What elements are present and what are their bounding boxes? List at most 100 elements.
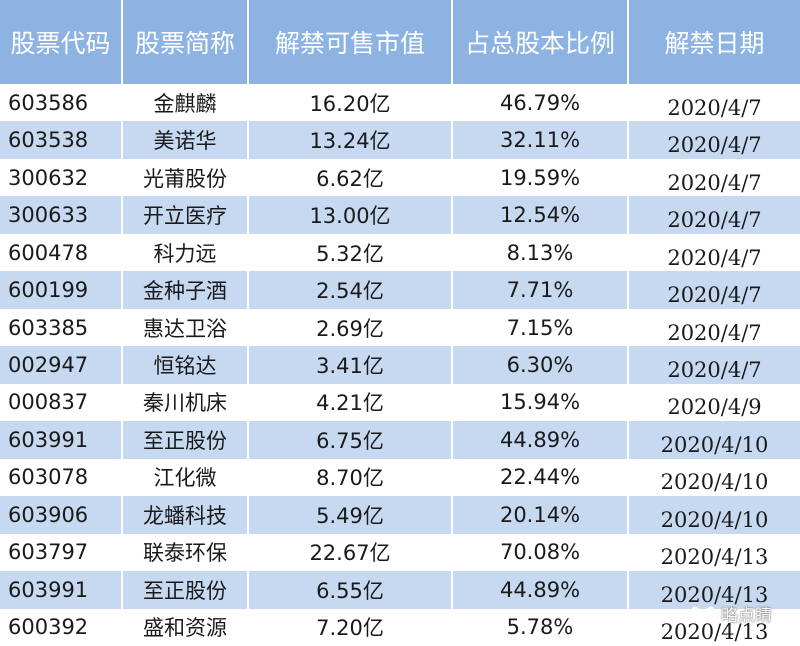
cell-share-ratio: 22.44% [452,458,629,497]
table-row: 600199 金种子酒 2.54亿 7.71% 2020/4/7 [0,271,800,309]
cell-unlock-value: 5.49亿 [248,496,453,534]
cell-unlock-date: 2020/4/7 [628,196,800,234]
cell-share-ratio: 7.71% [452,271,629,309]
table-row: 603586 金麒麟 16.20亿 46.79% 2020/4/7 [0,84,800,122]
date-text: 2020/4/7 [667,245,762,270]
cell-stock-code: 603906 [0,496,123,534]
date-text: 2020/4/7 [667,320,762,345]
date-text: 2020/4/7 [667,170,762,195]
table-row: 603991 至正股份 6.75亿 44.89% 2020/4/10 [0,421,800,459]
cell-unlock-value: 4.21亿 [248,383,453,422]
cell-stock-code: 300633 [0,196,123,234]
header-unlock-value: 解禁可售市值 [248,0,453,84]
header-unlock-date: 解禁日期 [628,0,800,84]
cell-stock-code: 603797 [0,533,123,572]
table-row: 603538 美诺华 13.24亿 32.11% 2020/4/7 [0,121,800,159]
cell-share-ratio: 12.54% [452,196,629,234]
cell-stock-name: 至正股份 [122,571,249,609]
date-text: 2020/4/10 [660,507,769,532]
cell-stock-code: 603538 [0,121,123,159]
cell-unlock-date: 2020/4/7 [628,84,800,122]
date-text: 2020/4/13 [660,545,769,570]
date-text: 2020/4/10 [660,432,769,457]
cell-stock-name: 科力远 [122,233,249,272]
cell-unlock-value: 6.55亿 [248,571,453,609]
cell-stock-code: 603991 [0,571,123,609]
cell-stock-code: 603385 [0,308,123,347]
cell-unlock-value: 13.24亿 [248,121,453,159]
cell-stock-name: 恒铭达 [122,346,249,384]
date-text: 2020/4/7 [667,358,762,383]
cell-unlock-value: 22.67亿 [248,533,453,572]
cell-stock-code: 603078 [0,458,123,497]
cell-unlock-value: 6.75亿 [248,421,453,459]
cell-unlock-value: 5.32亿 [248,233,453,272]
cell-unlock-value: 13.00亿 [248,196,453,234]
date-text: 2020/4/7 [667,95,762,120]
cell-unlock-value: 16.20亿 [248,84,453,122]
date-text: 2020/4/9 [667,395,762,420]
cell-stock-name: 美诺华 [122,121,249,159]
header-share-ratio: 占总股本比例 [452,0,629,84]
cell-stock-name: 光莆股份 [122,158,249,197]
cell-share-ratio: 32.11% [452,121,629,159]
table-row: 603385 惠达卫浴 2.69亿 7.15% 2020/4/7 [0,308,800,347]
cell-share-ratio: 44.89% [452,571,629,609]
date-text: 2020/4/7 [667,208,762,233]
cell-stock-name: 开立医疗 [122,196,249,234]
cell-unlock-value: 7.20亿 [248,608,453,646]
cell-stock-name: 秦川机床 [122,383,249,422]
cell-unlock-value: 6.62亿 [248,158,453,197]
cell-stock-code: 603586 [0,84,123,122]
cell-share-ratio: 44.89% [452,421,629,459]
cell-unlock-date: 2020/4/7 [628,346,800,384]
header-stock-code: 股票代码 [0,0,123,84]
table-row: 300633 开立医疗 13.00亿 12.54% 2020/4/7 [0,196,800,234]
table-row: 603078 江化微 8.70亿 22.44% 2020/4/10 [0,458,800,497]
cell-share-ratio: 8.13% [452,233,629,272]
cell-share-ratio: 15.94% [452,383,629,422]
table-row: 300632 光莆股份 6.62亿 19.59% 2020/4/7 [0,158,800,197]
cell-unlock-date: 2020/4/10 [628,496,800,534]
cell-stock-name: 盛和资源 [122,608,249,646]
date-text: 2020/4/7 [667,133,762,158]
cell-stock-code: 600478 [0,233,123,272]
watermark: 略点睛 [691,601,772,626]
cell-share-ratio: 7.15% [452,308,629,347]
cell-unlock-date: 2020/4/7 [628,158,800,197]
table-row: 002947 恒铭达 3.41亿 6.30% 2020/4/7 [0,346,800,384]
date-text: 2020/4/7 [667,283,762,308]
table-row: 603797 联泰环保 22.67亿 70.08% 2020/4/13 [0,533,800,572]
cell-unlock-value: 8.70亿 [248,458,453,497]
wechat-channel-icon [692,606,714,620]
table-row: 600478 科力远 5.32亿 8.13% 2020/4/7 [0,233,800,272]
cell-share-ratio: 46.79% [452,84,629,122]
cell-share-ratio: 5.78% [452,608,629,646]
table-header-row: 股票代码 股票简称 解禁可售市值 占总股本比例 解禁日期 [0,0,800,84]
cell-share-ratio: 20.14% [452,496,629,534]
cell-stock-name: 龙蟠科技 [122,496,249,534]
cell-stock-name: 至正股份 [122,421,249,459]
date-text: 2020/4/13 [660,620,769,645]
cell-unlock-date: 2020/4/7 [628,121,800,159]
cell-stock-name: 联泰环保 [122,533,249,572]
cell-stock-code: 300632 [0,158,123,197]
cell-stock-name: 江化微 [122,458,249,497]
header-stock-name: 股票简称 [122,0,249,84]
cell-share-ratio: 70.08% [452,533,629,572]
cell-stock-code: 000837 [0,383,123,422]
cell-unlock-value: 2.54亿 [248,271,453,309]
cell-unlock-date: 2020/4/7 [628,271,800,309]
table-row: 600392 盛和资源 7.20亿 5.78% 2020/4/13 [0,608,800,646]
cell-stock-code: 600392 [0,608,123,646]
table-row: 000837 秦川机床 4.21亿 15.94% 2020/4/9 [0,383,800,422]
table-row: 603991 至正股份 6.55亿 44.89% 2020/4/13 [0,571,800,609]
cell-unlock-date: 2020/4/13 [628,608,800,646]
table-row: 603906 龙蟠科技 5.49亿 20.14% 2020/4/10 [0,496,800,534]
cell-share-ratio: 6.30% [452,346,629,384]
cell-unlock-date: 2020/4/7 [628,233,800,272]
cell-unlock-date: 2020/4/9 [628,383,800,422]
cell-unlock-date: 2020/4/13 [628,533,800,572]
cell-unlock-value: 2.69亿 [248,308,453,347]
